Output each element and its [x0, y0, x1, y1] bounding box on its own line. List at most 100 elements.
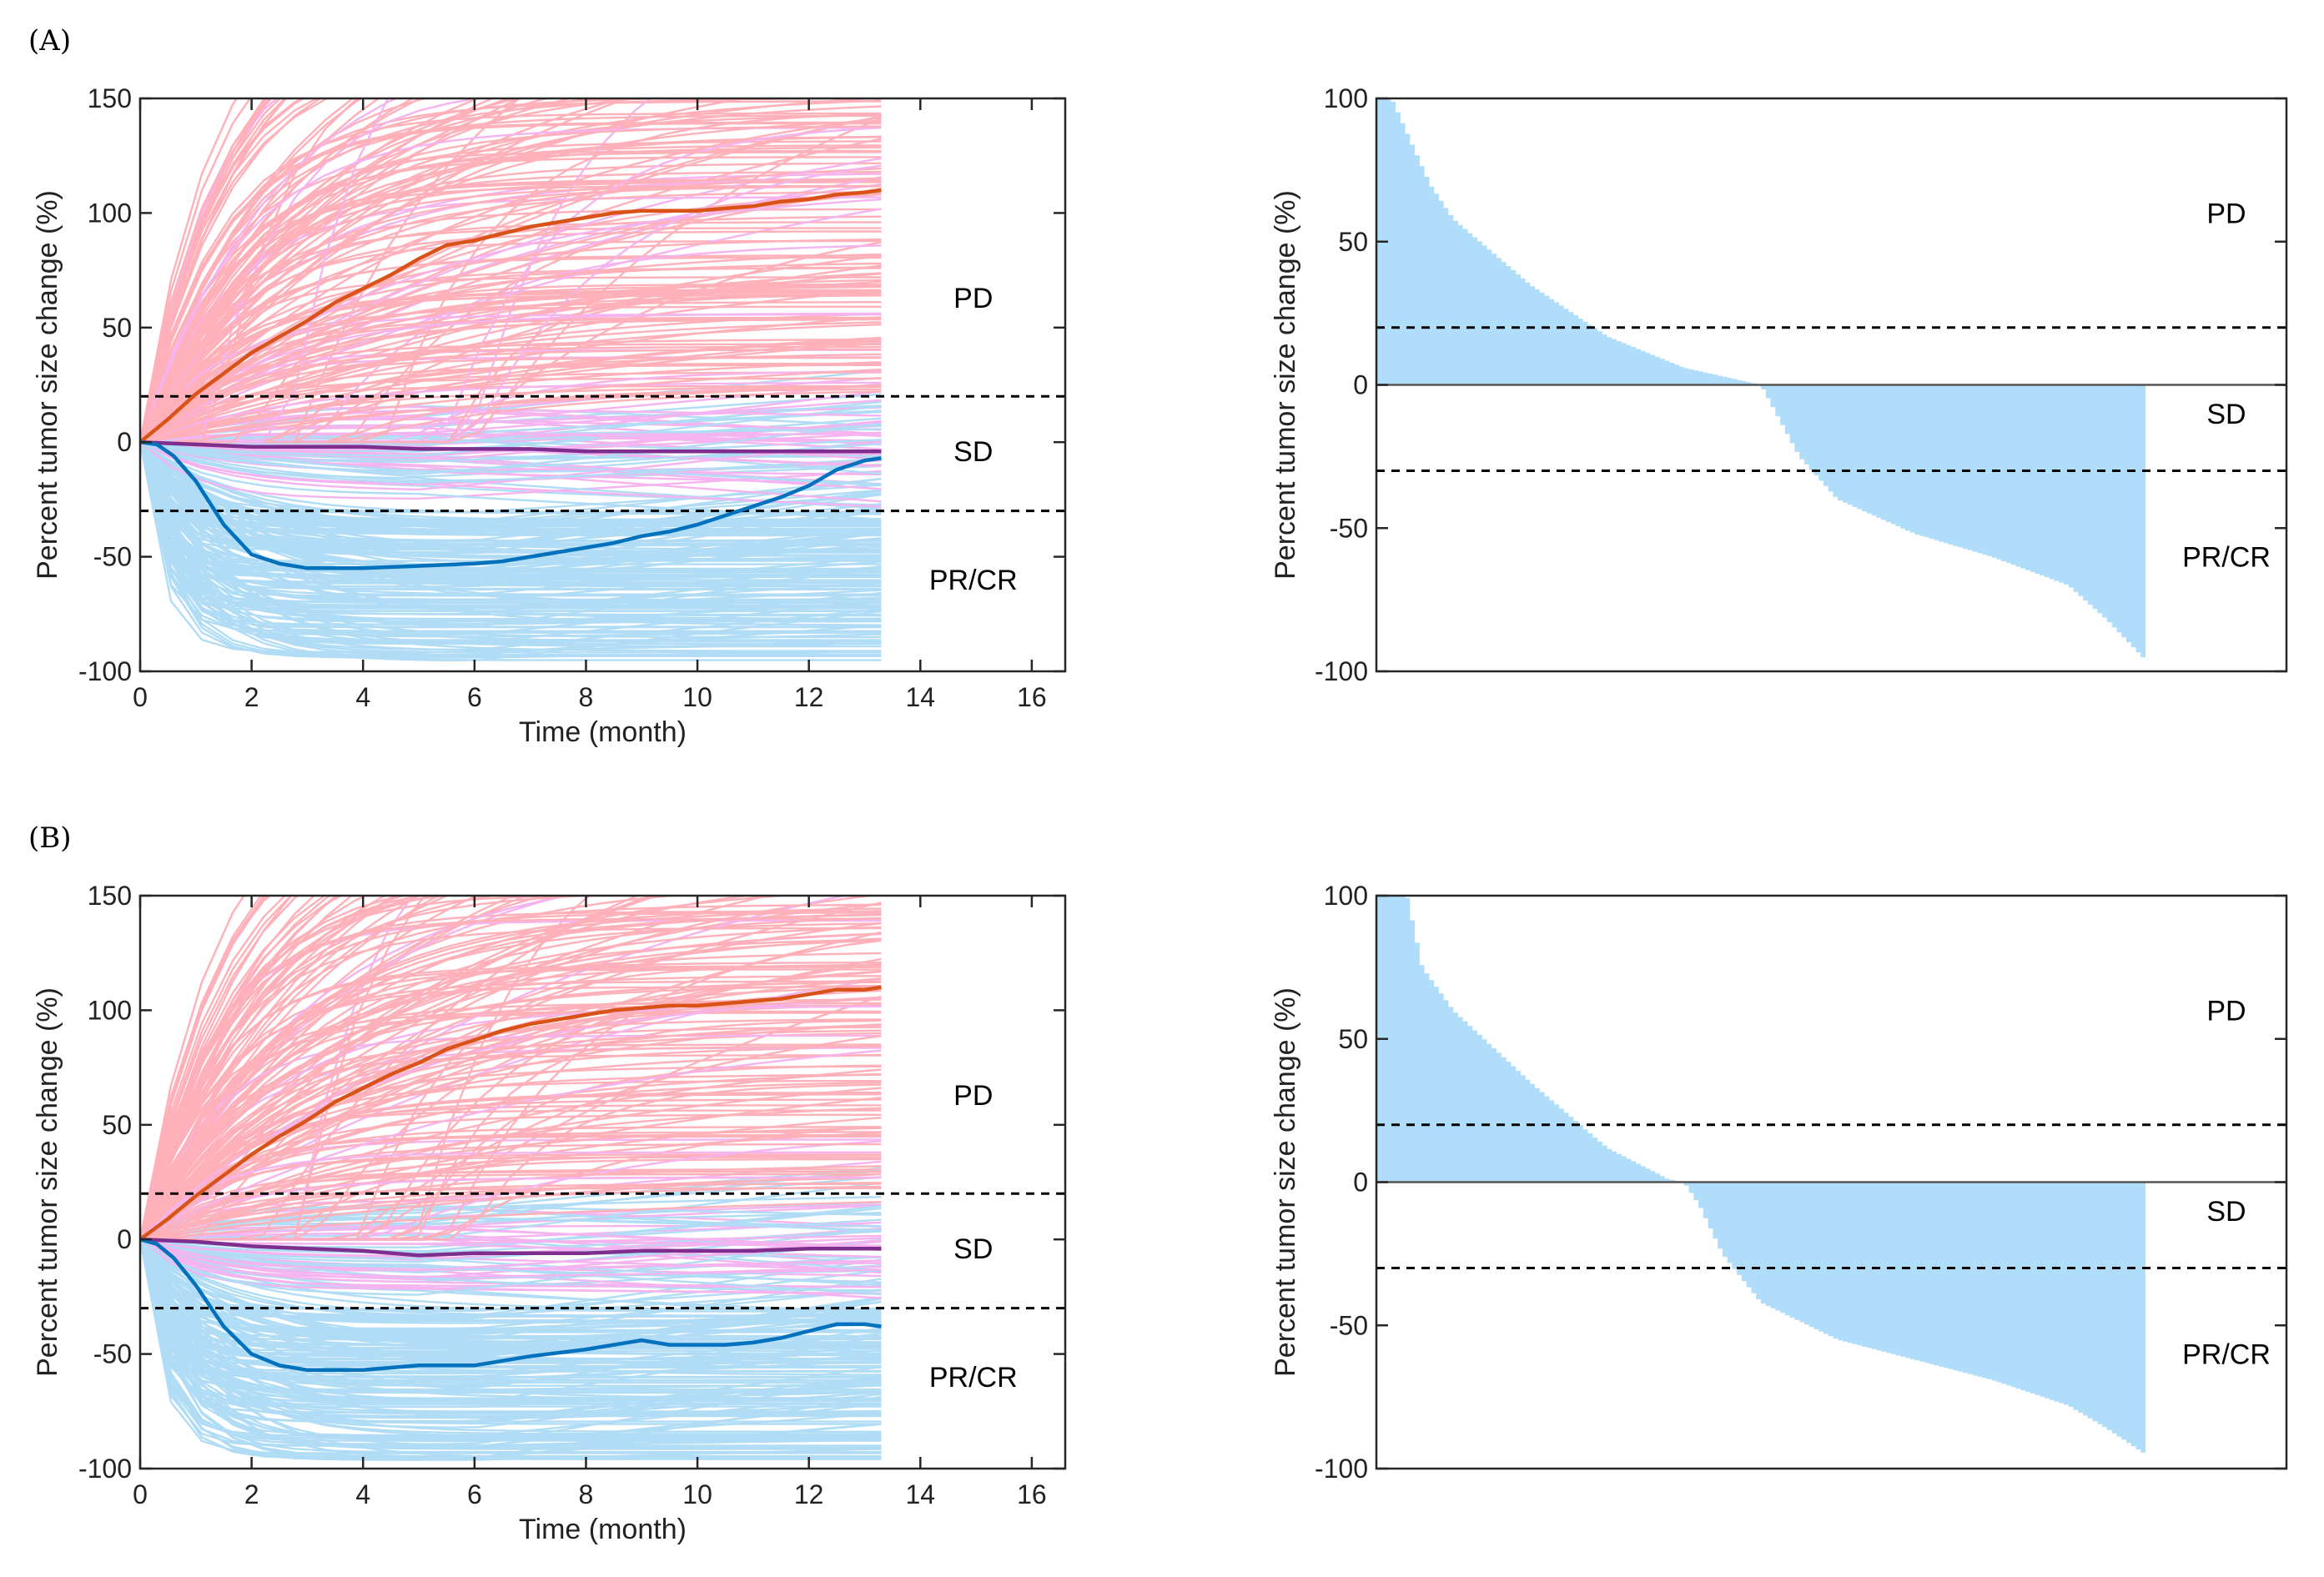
x-tick-label: 8: [579, 1479, 594, 1509]
pd-trajectory: [140, 896, 396, 1240]
pd-trajectory: [140, 1171, 882, 1241]
y-axis-label: Percent tumor size change (%): [1270, 190, 1301, 580]
pd-trajectory: [140, 896, 293, 1240]
sd-trajectory: [140, 441, 882, 476]
pr-trajectory: [140, 441, 882, 620]
y-tick-label: 0: [1353, 1168, 1368, 1198]
y-tick-label: -100: [1315, 656, 1368, 686]
pd-trajectory: [140, 896, 450, 1240]
pd-trajectory: [140, 1072, 882, 1241]
y-axis-label: Percent tumor size change (%): [32, 190, 63, 580]
pd-trajectory: [140, 896, 409, 1240]
pd-trajectory: [140, 122, 882, 443]
pr-trajectory: [140, 1238, 882, 1317]
y-tick-label: -100: [1315, 1454, 1368, 1484]
pd-trajectory: [140, 896, 440, 1240]
y-tick-label: 150: [88, 881, 132, 911]
pd-trajectory: [140, 962, 882, 1241]
spaghetti-chart-b: 0 2 4 6 8 10 12 14 16 -100 -50 0 50 100 150 PD SD PR/CR Ti…: [32, 881, 1067, 1545]
sd-trajectory: [140, 433, 882, 444]
y-tick-label: 50: [1338, 227, 1368, 257]
sd-trajectory: [140, 416, 882, 446]
pd-trajectory: [140, 98, 319, 443]
pd-trajectory: [140, 294, 882, 443]
y-tick-label: -50: [1330, 1310, 1368, 1340]
pr-trajectory: [140, 1238, 882, 1357]
pd-trajectory: [140, 185, 882, 443]
y-tick-label: 100: [1324, 83, 1368, 113]
pr-median-line: [139, 1238, 882, 1373]
y-axis-label: Percent tumor size change (%): [1270, 987, 1301, 1377]
pr-median-line: [139, 439, 882, 570]
sd-median-line: [139, 1237, 882, 1258]
pd-trajectory: [140, 279, 882, 444]
region-label-sd: SD: [2206, 399, 2246, 430]
waterfall-chart-b: -100 -50 0 50 100 PD SD PR/CR Percent tumor size…: [1270, 881, 2288, 1484]
y-axis-label: Percent tumor size change (%): [32, 987, 63, 1377]
sd-trajectory: [140, 1227, 882, 1248]
pd-trajectory: [140, 896, 332, 1240]
y-tick-label: 100: [88, 198, 132, 228]
pd-trajectory: [140, 1201, 882, 1241]
x-tick-label: 6: [467, 1479, 482, 1509]
pd-trajectory: [140, 1034, 882, 1240]
pr-trajectory: [140, 441, 882, 590]
x-tick-label: 12: [794, 682, 824, 712]
pd-trajectory: [140, 98, 480, 443]
pr-trajectory: [140, 441, 882, 629]
pd-trajectory: [140, 927, 882, 1240]
x-tick-label: 4: [355, 682, 370, 712]
pr-trajectory: [140, 1238, 882, 1459]
pr-trajectory: [140, 441, 882, 556]
pd-trajectory: [140, 98, 495, 443]
pd-trajectory: [140, 98, 306, 443]
pd-trajectory: [140, 98, 415, 443]
pd-trajectory: [140, 962, 882, 1240]
waterfall-bars: [1376, 896, 2145, 1453]
pr-trajectory: [140, 441, 882, 535]
waterfall-bars: [1376, 98, 2145, 658]
pr-trajectory: [140, 441, 882, 574]
patient-trajectories: [140, 98, 882, 662]
pd-trajectory: [140, 896, 326, 1240]
pr-trajectory: [140, 1238, 882, 1433]
pd-trajectory: [140, 98, 288, 443]
pd-median-line: [138, 985, 882, 1242]
sd-trajectory: [140, 1238, 882, 1319]
y-tick-label: 150: [88, 83, 132, 113]
pd-trajectory: [140, 896, 425, 1240]
y-tick-label: 0: [117, 427, 132, 457]
y-tick-label: 0: [1353, 370, 1368, 400]
pr-trajectory: [140, 1238, 882, 1373]
sd-trajectory: [140, 440, 882, 491]
y-tick-label: -100: [78, 656, 132, 686]
pr-trajectory: [140, 441, 882, 535]
pd-trajectory: [140, 312, 882, 444]
y-tick-label: -100: [78, 1454, 132, 1484]
pd-trajectory: [140, 1018, 882, 1240]
pd-trajectory: [140, 98, 304, 443]
pr-trajectory: [140, 441, 882, 622]
pr-trajectory: [140, 1238, 882, 1363]
sd-trajectory: [140, 1238, 882, 1295]
y-tick-label: -50: [93, 542, 132, 572]
x-tick-label: 8: [579, 682, 594, 712]
sd-trajectory: [140, 404, 882, 458]
pr-trajectory: [140, 1238, 882, 1442]
pr-trajectory: [140, 441, 882, 604]
region-label-pd: PD: [953, 283, 993, 314]
pd-trajectory: [140, 98, 282, 443]
pr-trajectory: [140, 1238, 882, 1459]
pd-trajectory: [140, 317, 882, 444]
panel-label-b: (B): [28, 821, 72, 855]
pd-trajectory: [140, 377, 882, 444]
pd-trajectory: [140, 345, 882, 444]
x-tick-label: 6: [467, 682, 482, 712]
pr-trajectory: [140, 441, 882, 582]
x-tick-label: 14: [906, 682, 936, 712]
pd-trajectory: [140, 98, 551, 444]
pr-trajectory: [140, 441, 882, 584]
sd-trajectory: [140, 1238, 882, 1283]
pr-trajectory: [140, 1238, 882, 1333]
